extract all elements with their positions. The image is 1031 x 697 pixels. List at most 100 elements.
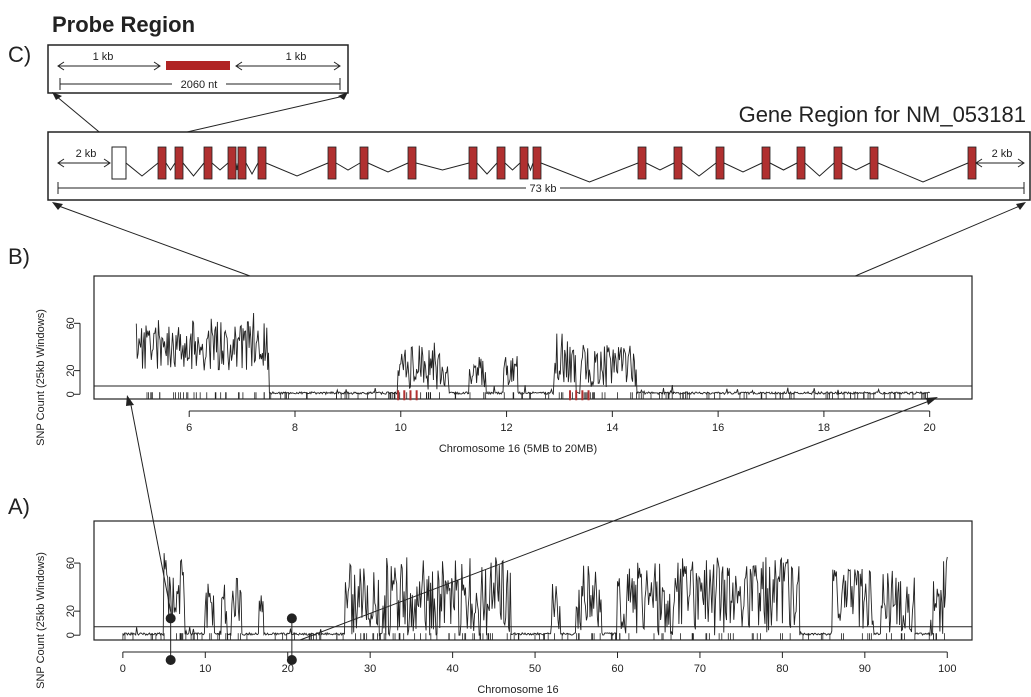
gene-left-flank-arrowhead-r — [103, 158, 111, 168]
probe-left-arrowhead-l — [57, 61, 65, 71]
x-tick-label: 0 — [120, 663, 126, 675]
intron-line — [335, 162, 361, 171]
y-axis-label: SNP Count (25kb Windows) — [35, 552, 47, 689]
exon-block — [468, 146, 478, 180]
gene-left-flank-arrowhead-l — [57, 158, 65, 168]
x-axis-label: Chromosome 16 (5MB to 20MB) — [439, 443, 597, 455]
y-tick-label: 0 — [65, 632, 77, 638]
exon-block — [327, 146, 337, 180]
intron-line — [125, 162, 159, 177]
intron-line — [367, 162, 409, 173]
exon-block — [237, 146, 247, 180]
gene-right-flank-label: 2 kb — [992, 148, 1013, 160]
y-tick-label: 0 — [65, 391, 77, 397]
exon-block — [359, 146, 369, 180]
marker-dot — [165, 655, 176, 665]
exon-block — [257, 146, 267, 180]
x-tick-label: 6 — [186, 422, 192, 434]
intron-line — [841, 162, 871, 171]
zoom-line-b-left — [129, 399, 173, 619]
exon-block — [519, 146, 529, 180]
zoom-arrow-probe-right — [338, 92, 348, 100]
probe-left-label: 1 kb — [93, 51, 114, 63]
exon-block — [796, 146, 806, 180]
exon-block — [532, 146, 542, 180]
x-tick-label: 90 — [859, 663, 871, 675]
panel-label-b: B) — [8, 244, 30, 269]
x-tick-label: 40 — [446, 663, 458, 675]
gene-total-label-bg — [526, 181, 560, 194]
exon-block — [833, 146, 843, 180]
probe-box: 1 kb 1 kb 2060 nt — [47, 44, 349, 94]
x-tick-label: 70 — [694, 663, 706, 675]
zoom-arrow-b-left — [126, 395, 134, 406]
exon-block — [673, 146, 683, 180]
zoom-arrow-gene-right — [1016, 202, 1026, 210]
x-tick-label: 60 — [611, 663, 623, 675]
intron-line — [415, 162, 470, 171]
marker-dot — [286, 613, 297, 624]
intron-line — [504, 162, 521, 171]
probe-left-arrowhead-r — [153, 61, 161, 71]
exon-block — [496, 146, 506, 180]
intron-line — [245, 162, 259, 176]
zoom-arrow-b-right — [926, 397, 938, 405]
marker-dot — [165, 613, 176, 624]
x-tick-label: 14 — [606, 422, 618, 434]
intron-line — [527, 162, 534, 172]
panel-label-c: C) — [8, 42, 31, 67]
x-tick-label: 10 — [395, 422, 407, 434]
panel-label-a: A) — [8, 494, 30, 519]
probe-right-label: 1 kb — [286, 51, 307, 63]
intron-line — [877, 162, 969, 183]
exon-block — [407, 146, 417, 180]
probe-total-label: 2060 nt — [181, 79, 218, 91]
probe-right-arrowhead-l — [235, 61, 243, 71]
marker-dot — [286, 655, 297, 665]
intron-line — [540, 162, 639, 183]
x-tick-label: 16 — [712, 422, 724, 434]
exon-block — [203, 146, 213, 180]
intron-line — [182, 162, 205, 177]
y-tick-label: 20 — [65, 364, 77, 376]
chart-b: 0 20 60 SNP Count (25kb Windows) 6 8 10 12 14 16 1… — [35, 275, 973, 455]
exon-block — [157, 146, 167, 180]
intron-line — [681, 162, 717, 177]
gene-box: 2 kb 2 kb 73 kb — [47, 131, 1031, 201]
x-tick-label: 50 — [529, 663, 541, 675]
gene-total-label: 73 kb — [530, 183, 557, 195]
y-tick-label: 20 — [65, 605, 77, 617]
y-axis-label: SNP Count (25kb Windows) — [35, 309, 47, 446]
intron-line — [476, 162, 498, 175]
zoom-arrow-gene-left — [52, 202, 63, 210]
x-tick-label: 100 — [938, 663, 956, 675]
x-tick-label: 20 — [924, 422, 936, 434]
exon-block — [174, 146, 184, 180]
snp-trace — [135, 312, 930, 396]
x-tick-label: 80 — [776, 663, 788, 675]
gene-left-flank-label: 2 kb — [76, 148, 97, 160]
x-tick-label: 8 — [292, 422, 298, 434]
chart-a: 0 20 60 SNP Count (25kb Windows) 0 10 20 30 40 50… — [35, 520, 973, 696]
intron-line — [645, 162, 675, 171]
probe-total-label-bg — [172, 77, 226, 90]
gene-right-flank-arrowhead-r — [1017, 158, 1025, 168]
intron-line — [211, 162, 229, 171]
plot-frame — [93, 275, 973, 400]
plot-frame — [93, 520, 973, 641]
probe-title: Probe Region — [52, 12, 195, 37]
y-tick-label: 60 — [65, 557, 77, 569]
zoom-arrow-probe-left — [52, 92, 62, 100]
x-tick-label: 20 — [282, 663, 294, 675]
x-tick-label: 30 — [364, 663, 376, 675]
intron-line — [723, 162, 763, 173]
exon-block — [761, 146, 771, 180]
zoom-line-b-right — [299, 399, 933, 641]
gene-structure — [125, 146, 977, 183]
y-tick-label: 60 — [65, 317, 77, 329]
probe-location-box — [111, 146, 127, 180]
exon-block — [227, 146, 237, 180]
x-tick-label: 10 — [199, 663, 211, 675]
intron-line — [265, 162, 329, 177]
